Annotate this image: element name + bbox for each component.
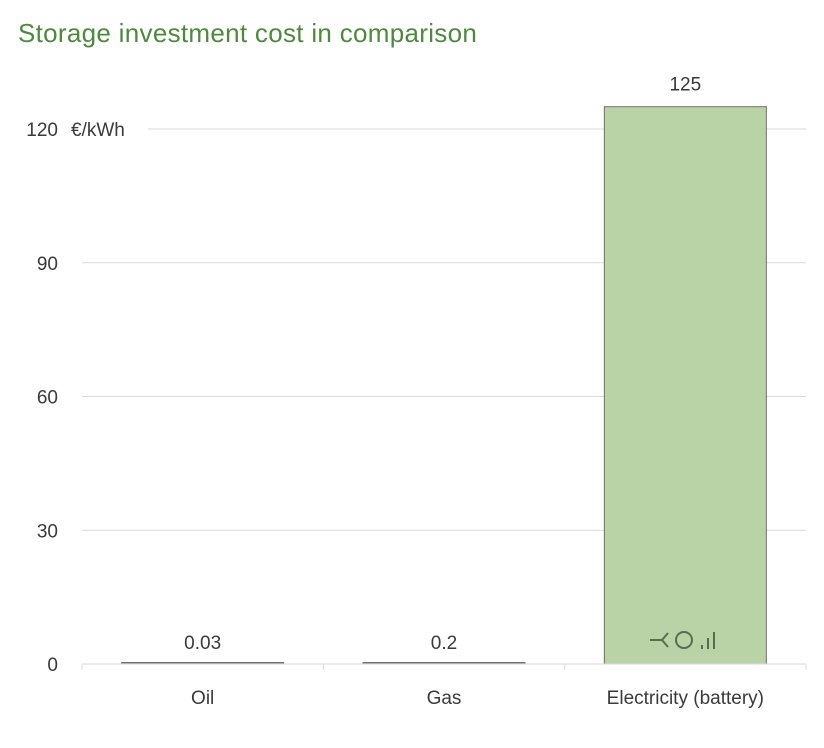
y-tick-label: 60: [37, 388, 58, 409]
battery-watermark-icon: [650, 631, 715, 649]
chart-title: Storage investment cost in comparison: [18, 18, 478, 48]
y-axis-ticks: 0 30 60 90 120: [26, 120, 58, 676]
bars: [121, 106, 767, 665]
y-tick-label: 90: [37, 254, 58, 275]
data-label: 0.2: [431, 633, 457, 654]
y-tick-label: 30: [37, 521, 58, 542]
y-tick-label: 120: [26, 120, 58, 141]
x-axis-ticks: [81, 664, 807, 670]
category-label: Oil: [191, 688, 214, 709]
y-axis-unit-label: €/kWh: [71, 120, 125, 141]
data-labels: 0.03 0.2 125: [184, 75, 701, 654]
data-label: 0.03: [184, 633, 221, 654]
category-labels: Oil Gas Electricity (battery): [191, 688, 764, 709]
data-label: 125: [669, 75, 701, 96]
category-label: Electricity (battery): [607, 688, 764, 709]
bar: [603, 106, 767, 665]
y-tick-label: 0: [47, 655, 58, 676]
category-label: Gas: [427, 688, 462, 709]
